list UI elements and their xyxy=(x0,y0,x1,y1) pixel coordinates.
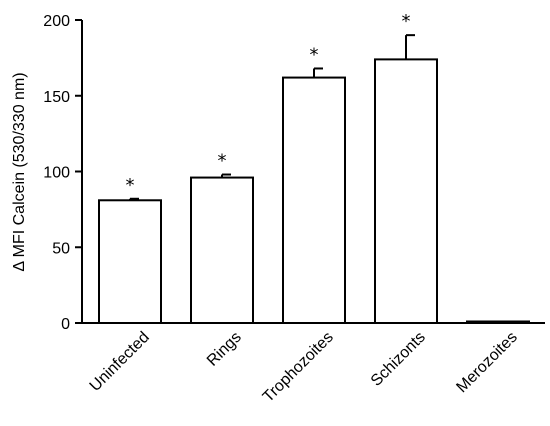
x-tick-label: Trophozoites xyxy=(260,329,337,406)
significance-marker: * xyxy=(402,11,411,32)
significance-marker: * xyxy=(310,44,319,65)
x-tick-label: Uninfected xyxy=(87,329,153,395)
y-tick-label: 0 xyxy=(61,316,70,333)
y-axis: 0 50 100 150 200 xyxy=(43,13,82,333)
bar xyxy=(374,58,438,324)
x-tick-label: Rings xyxy=(204,329,245,370)
y-axis-label: Δ MFI Calcein (530/330 nm) xyxy=(11,72,28,271)
bar xyxy=(98,199,162,324)
significance-marker: * xyxy=(218,151,227,172)
y-tick-label: 50 xyxy=(52,240,70,257)
x-tick-label: Schizonts xyxy=(368,329,429,390)
y-tick-label: 100 xyxy=(43,165,70,182)
y-tick-label: 150 xyxy=(43,89,70,106)
y-tick-label: 200 xyxy=(43,13,70,30)
x-axis-labels: Uninfected Rings Trophozoites Schizonts Mero… xyxy=(87,329,521,406)
bar xyxy=(190,176,254,324)
significance-marker: * xyxy=(126,175,135,196)
bar xyxy=(282,76,346,324)
bars: * * * * xyxy=(98,11,530,324)
x-tick-label: Merozoites xyxy=(453,329,520,396)
